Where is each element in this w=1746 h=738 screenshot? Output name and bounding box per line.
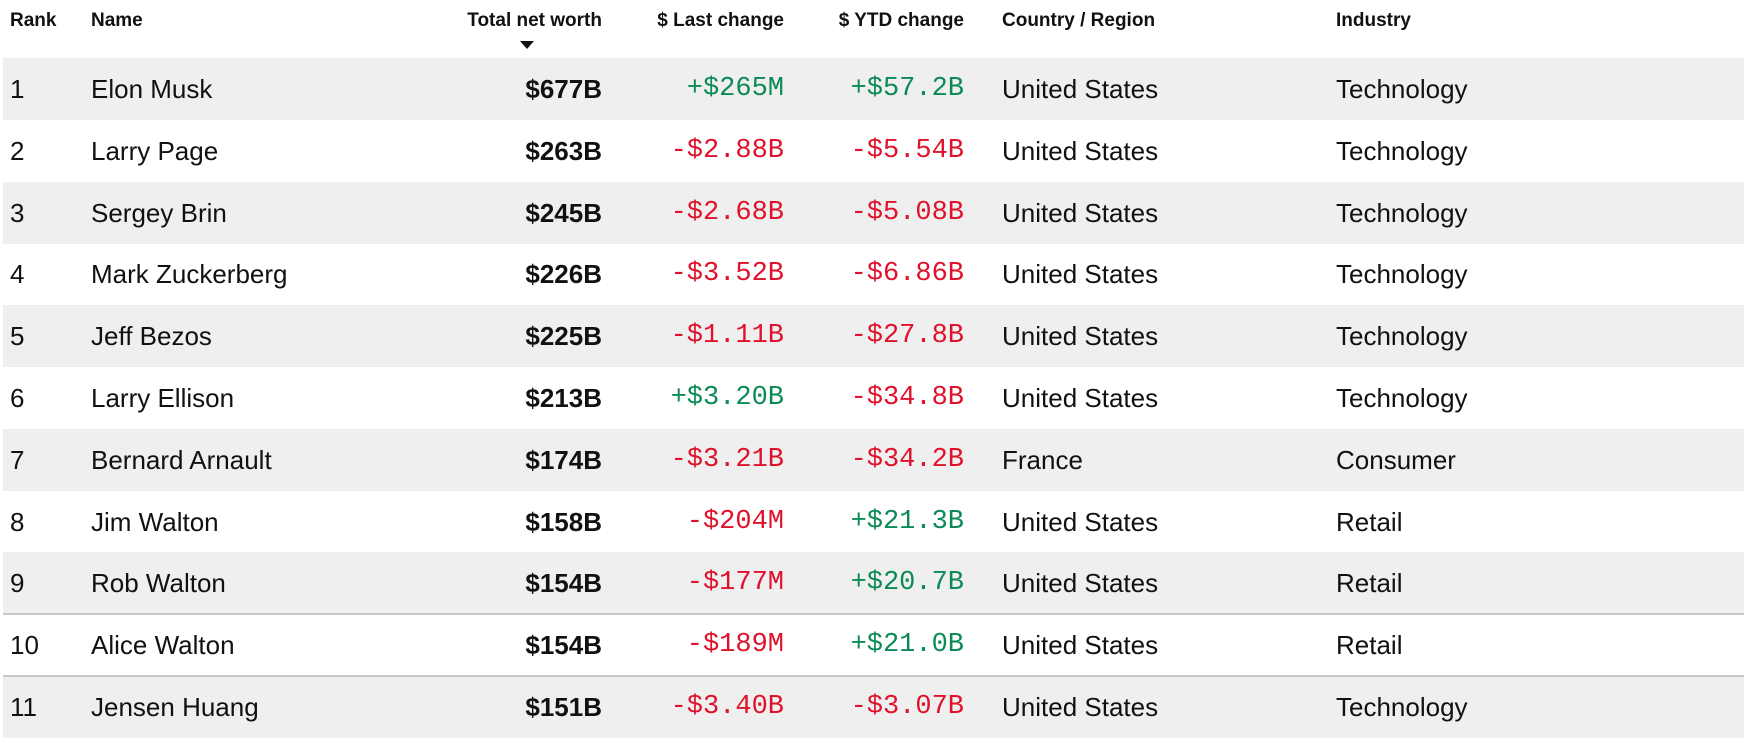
net-worth-cell: $151B bbox=[525, 692, 602, 722]
ytd-change-cell: +$21.3B bbox=[850, 506, 964, 537]
last-change-cell: +$3.20B bbox=[670, 383, 784, 413]
table-row[interactable]: 8 Jim Walton $158B -$204M +$21.3B United Stat… bbox=[3, 491, 1744, 553]
net-worth-cell: $677B bbox=[525, 74, 602, 104]
name-cell[interactable]: Alice Walton bbox=[91, 630, 235, 661]
last-change-cell: -$204M bbox=[686, 506, 784, 537]
table-row[interactable]: 9 Rob Walton $154B -$177M +$20.7B United Stat… bbox=[3, 552, 1744, 615]
ytd-change-cell: -$34.8B bbox=[850, 383, 964, 413]
net-worth-cell: $263B bbox=[525, 135, 602, 166]
net-worth-cell: $154B bbox=[525, 568, 602, 599]
name-cell[interactable]: Rob Walton bbox=[91, 568, 226, 599]
country-cell: United States bbox=[1002, 197, 1159, 228]
last-change-cell: +$265M bbox=[686, 74, 784, 104]
last-change-cell: -$2.68B bbox=[670, 197, 784, 228]
table-row[interactable]: 4 Mark Zuckerberg $226B -$3.52B -$6.86B Unite… bbox=[3, 243, 1744, 305]
last-change-cell: -$177M bbox=[686, 568, 784, 599]
country-cell: United States bbox=[1002, 692, 1159, 722]
table-row[interactable]: 7 Bernard Arnault $174B -$3.21B -$34.2B Franc… bbox=[3, 428, 1744, 491]
country-cell: United States bbox=[1002, 383, 1159, 413]
ytd-change-cell: +$21.0B bbox=[850, 630, 964, 661]
rank-cell: 5 bbox=[10, 321, 25, 352]
last-change-cell: -$2.88B bbox=[670, 135, 784, 166]
country-cell: United States bbox=[1002, 321, 1159, 352]
ytd-change-cell: -$27.8B bbox=[850, 321, 964, 352]
country-cell: France bbox=[1002, 444, 1083, 475]
rank-cell: 8 bbox=[10, 506, 25, 537]
last-change-cell: -$3.52B bbox=[670, 259, 784, 290]
table-row[interactable]: 5 Jeff Bezos $225B -$1.11B -$27.8B United Sta… bbox=[3, 305, 1744, 368]
table-row[interactable]: 10 Alice Walton $154B -$189M +$21.0B United S… bbox=[3, 614, 1744, 676]
country-cell: United States bbox=[1002, 135, 1159, 166]
net-worth-cell: $225B bbox=[525, 321, 602, 352]
rank-cell: 10 bbox=[10, 630, 39, 661]
ytd-change-cell: +$57.2B bbox=[850, 74, 964, 104]
column-header[interactable]: Rank bbox=[10, 10, 57, 31]
rank-cell: 11 bbox=[10, 692, 37, 722]
table-row[interactable]: 2 Larry Page $263B -$2.88B -$5.54B United Sta… bbox=[3, 120, 1744, 182]
industry-cell: Consumer bbox=[1336, 444, 1456, 475]
rank-cell: 3 bbox=[10, 197, 25, 228]
last-change-cell: -$3.40B bbox=[670, 692, 784, 722]
industry-cell: Technology bbox=[1336, 259, 1468, 290]
column-header[interactable]: Name bbox=[91, 10, 143, 31]
country-cell: United States bbox=[1002, 259, 1159, 290]
net-worth-cell: $174B bbox=[525, 444, 602, 475]
net-worth-cell: $226B bbox=[525, 259, 602, 290]
rank-cell: 2 bbox=[10, 135, 25, 166]
row-divider bbox=[3, 613, 1744, 616]
country-cell: United States bbox=[1002, 568, 1159, 599]
ytd-change-cell: -$6.86B bbox=[850, 259, 964, 290]
column-header[interactable]: $ YTD change bbox=[838, 10, 964, 31]
row-divider bbox=[3, 675, 1744, 677]
rank-cell: 7 bbox=[10, 444, 25, 475]
name-cell[interactable]: Jeff Bezos bbox=[91, 321, 212, 352]
net-worth-cell: $213B bbox=[525, 383, 602, 413]
name-cell[interactable]: Jensen Huang bbox=[91, 692, 259, 722]
industry-cell: Technology bbox=[1336, 197, 1468, 228]
table-row[interactable]: 11 Jensen Huang $151B -$3.40B -$3.07B United … bbox=[3, 676, 1744, 738]
table-row[interactable]: 6 Larry Ellison $213B +$3.20B -$34.8B United … bbox=[3, 367, 1744, 429]
column-header[interactable]: $ Last change bbox=[657, 10, 784, 31]
last-change-cell: -$3.21B bbox=[670, 444, 784, 475]
ytd-change-cell: -$5.54B bbox=[850, 135, 964, 166]
industry-cell: Technology bbox=[1336, 74, 1468, 104]
country-cell: United States bbox=[1002, 74, 1159, 104]
country-cell: United States bbox=[1002, 506, 1159, 537]
industry-cell: Retail bbox=[1336, 630, 1403, 661]
table-row[interactable]: 1 Elon Musk $677B +$265M +$57.2B United State… bbox=[3, 58, 1744, 120]
industry-cell: Technology bbox=[1336, 321, 1468, 352]
industry-cell: Technology bbox=[1336, 383, 1468, 413]
name-cell[interactable]: Jim Walton bbox=[91, 506, 219, 537]
net-worth-cell: $158B bbox=[525, 506, 602, 537]
ytd-change-cell: -$5.08B bbox=[850, 197, 964, 228]
last-change-cell: -$189M bbox=[686, 630, 784, 661]
ytd-change-cell: -$34.2B bbox=[850, 444, 964, 475]
last-change-cell: -$1.11B bbox=[670, 321, 784, 352]
name-cell[interactable]: Elon Musk bbox=[91, 74, 213, 104]
country-cell: United States bbox=[1002, 630, 1159, 661]
net-worth-cell: $154B bbox=[525, 630, 602, 661]
ytd-change-cell: -$3.07B bbox=[850, 692, 964, 722]
sort-arrow[interactable] bbox=[519, 40, 535, 50]
industry-cell: Retail bbox=[1336, 568, 1403, 599]
rank-cell: 6 bbox=[10, 383, 25, 413]
net-worth-cell: $245B bbox=[525, 197, 602, 228]
column-header[interactable]: Total net worth bbox=[467, 10, 602, 31]
rank-cell: 4 bbox=[10, 259, 25, 290]
name-cell[interactable]: Mark Zuckerberg bbox=[91, 259, 288, 290]
industry-cell: Technology bbox=[1336, 135, 1468, 166]
rank-cell: 9 bbox=[10, 568, 25, 599]
industry-cell: Technology bbox=[1336, 692, 1468, 722]
industry-cell: Retail bbox=[1336, 506, 1403, 537]
name-cell[interactable]: Larry Page bbox=[91, 135, 219, 166]
rank-cell: 1 bbox=[10, 74, 25, 104]
name-cell[interactable]: Bernard Arnault bbox=[91, 444, 272, 475]
column-header[interactable]: Country / Region bbox=[1002, 10, 1156, 31]
table-row[interactable]: 3 Sergey Brin $245B -$2.68B -$5.08B United St… bbox=[3, 181, 1744, 244]
name-cell[interactable]: Sergey Brin bbox=[91, 197, 227, 228]
name-cell[interactable]: Larry Ellison bbox=[91, 383, 235, 413]
ytd-change-cell: +$20.7B bbox=[850, 568, 964, 599]
column-header[interactable]: Industry bbox=[1336, 10, 1411, 31]
